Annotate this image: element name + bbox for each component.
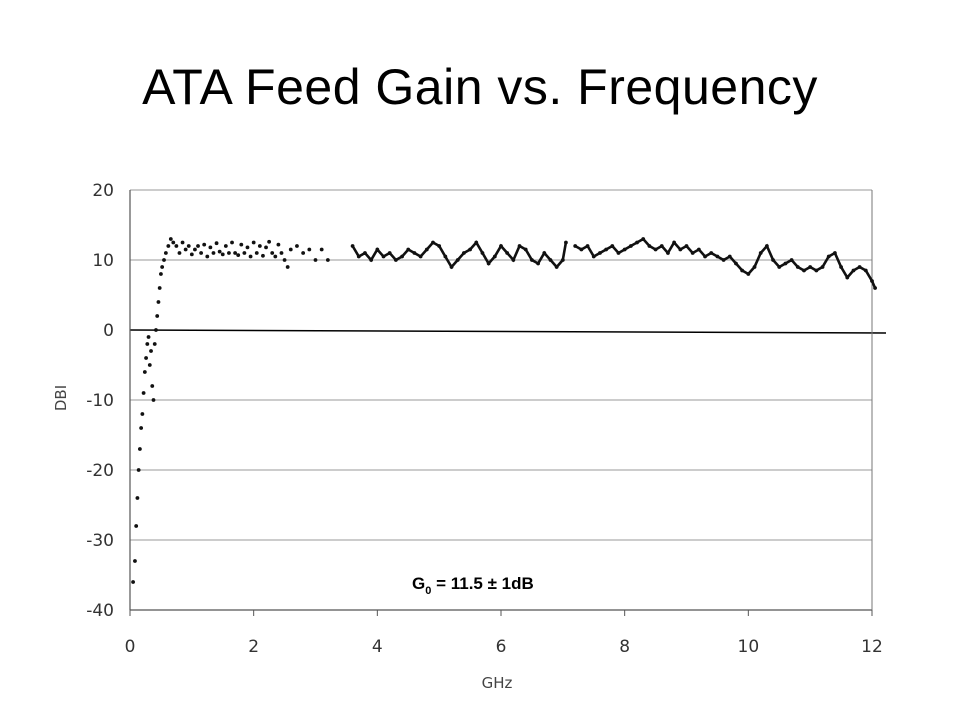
data-point <box>171 240 176 245</box>
data-point <box>248 254 253 259</box>
data-point <box>196 244 200 248</box>
data-point <box>139 426 144 430</box>
data-point <box>193 247 197 252</box>
data-point <box>236 253 241 257</box>
data-point <box>220 252 225 257</box>
data-point <box>205 254 210 259</box>
data-point <box>137 447 142 451</box>
data-point <box>325 258 330 262</box>
data-point <box>282 258 287 262</box>
data-point <box>134 524 139 528</box>
data-point <box>223 244 228 248</box>
data-point <box>230 240 234 245</box>
data-point <box>251 240 256 245</box>
chart-axes <box>129 190 873 616</box>
x-tick-label: 0 <box>125 637 136 657</box>
data-point <box>146 335 151 339</box>
data-point <box>142 370 147 374</box>
data-point <box>154 328 158 332</box>
data-point <box>174 244 179 248</box>
data-point <box>288 247 293 252</box>
data-point <box>279 251 284 255</box>
data-point <box>163 251 168 255</box>
data-point <box>285 265 290 269</box>
data-point <box>168 237 173 241</box>
x-tick-label: 8 <box>619 637 630 657</box>
gain-annotation: G0 = 11.5 ± 1dB <box>412 574 534 597</box>
data-point <box>180 240 185 245</box>
data-point <box>217 249 222 254</box>
data-point <box>273 254 278 259</box>
data-point <box>144 356 148 360</box>
data-point <box>156 300 161 304</box>
data-point <box>159 272 163 276</box>
y-tick-labels: 20 10 0 -10 -20 -30 -40 <box>86 181 114 621</box>
data-point <box>295 244 299 248</box>
y-tick-label: 20 <box>92 181 114 201</box>
data-point <box>135 496 140 500</box>
series-trace <box>574 237 877 289</box>
data-point <box>150 384 155 388</box>
data-point <box>140 412 145 416</box>
x-tick-label: 4 <box>372 637 383 657</box>
data-point <box>166 244 171 248</box>
x-tick-labels: 0 2 4 6 8 10 12 <box>125 637 883 657</box>
slide-title: ATA Feed Gain vs. Frequency <box>142 59 818 115</box>
data-point <box>177 251 182 255</box>
data-points <box>131 237 877 584</box>
y-tick-label: -10 <box>86 391 114 411</box>
data-point <box>208 245 213 250</box>
data-point <box>276 242 281 247</box>
data-point <box>149 349 153 353</box>
data-point <box>155 314 160 318</box>
x-tick-label: 2 <box>248 637 259 657</box>
data-point <box>186 244 191 248</box>
data-point <box>313 258 318 262</box>
data-point <box>245 245 250 250</box>
data-point <box>157 286 162 290</box>
y-tick-label: -40 <box>86 601 114 621</box>
data-point <box>162 258 166 262</box>
data-point <box>145 342 150 346</box>
y-axis-title: DBI <box>52 385 70 411</box>
data-point <box>152 342 157 346</box>
data-point <box>319 247 324 252</box>
y-tick-label: -20 <box>86 461 114 481</box>
data-point <box>264 245 268 250</box>
data-point <box>233 251 238 255</box>
x-tick-label: 10 <box>738 637 760 657</box>
y-tick-label: 0 <box>103 321 114 341</box>
data-point <box>199 251 204 255</box>
data-point <box>261 253 265 258</box>
data-point <box>211 251 216 255</box>
data-point <box>270 251 275 255</box>
zero-line <box>129 329 887 334</box>
data-point <box>301 251 306 255</box>
data-point <box>267 239 272 244</box>
data-point <box>151 398 156 402</box>
data-point <box>160 265 165 269</box>
data-point <box>133 559 137 563</box>
data-point <box>183 247 188 252</box>
data-point <box>242 251 247 255</box>
data-point <box>136 468 141 472</box>
x-tick-label: 6 <box>496 637 507 657</box>
data-point <box>202 242 207 247</box>
data-point <box>214 241 219 246</box>
data-point <box>239 242 244 247</box>
x-tick-label: 12 <box>861 637 883 657</box>
data-point <box>147 363 152 367</box>
data-point <box>131 580 135 584</box>
series-trace <box>351 240 568 270</box>
x-axis-title: GHz <box>482 674 513 692</box>
data-point <box>189 252 194 257</box>
y-tick-label: -30 <box>86 531 114 551</box>
data-point <box>307 247 312 252</box>
y-tick-label: 10 <box>92 251 114 271</box>
data-point <box>227 251 231 255</box>
data-point <box>141 391 146 395</box>
data-point <box>254 251 259 255</box>
data-point <box>257 244 262 248</box>
